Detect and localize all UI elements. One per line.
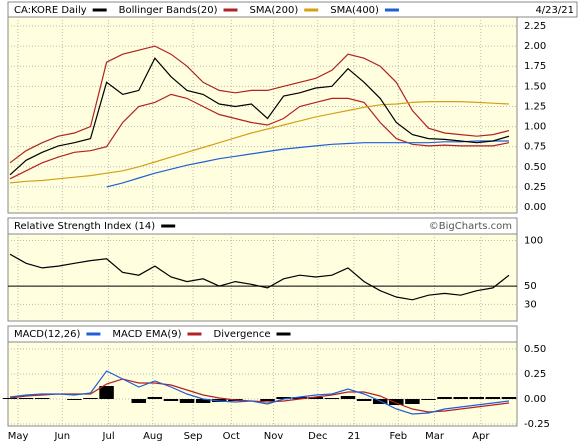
y-tick-label: 0.25 <box>524 369 546 380</box>
divergence-bar <box>453 397 468 399</box>
x-tick-label: May <box>8 431 29 442</box>
divergence-bar <box>485 397 501 399</box>
divergence-bar <box>260 399 275 401</box>
x-tick-label: Sep <box>184 431 203 442</box>
macd-panel <box>7 341 518 427</box>
legend-label: Bollinger Bands(20) <box>119 5 218 16</box>
divergence-bar <box>276 397 291 399</box>
x-tick-label: Jul <box>102 431 115 442</box>
legend-label: CA:KORE Daily <box>14 5 87 16</box>
series-line <box>9 57 510 176</box>
date-label: 4/23/21 <box>535 5 574 16</box>
x-tick-label: Apr <box>472 431 490 442</box>
divergence-bar <box>437 397 452 399</box>
x-tick-label: Nov <box>264 431 284 442</box>
y-tick-label: 30 <box>524 299 537 310</box>
divergence-bar <box>83 398 98 399</box>
series-line <box>106 140 509 188</box>
x-tick-label: Oct <box>223 431 240 442</box>
band-lower <box>9 93 510 180</box>
divergence-bar <box>405 399 420 404</box>
series-line <box>9 101 510 184</box>
legend-label: SMA(400) <box>330 5 379 16</box>
y-tick-label: 0.75 <box>524 142 546 153</box>
divergence-bar <box>308 397 324 399</box>
legend-label: Relative Strength Index (14) <box>14 221 155 232</box>
y-tick-label: 0.00 <box>524 202 546 213</box>
legend-label: Divergence <box>214 329 271 340</box>
y-tick-label: 50 <box>524 281 537 292</box>
divergence-bar <box>421 399 436 400</box>
divergence-bar <box>147 397 163 399</box>
rsi-panel <box>7 233 518 322</box>
x-tick-label: Aug <box>143 431 163 442</box>
y-tick-label: 0.00 <box>524 394 546 405</box>
y-tick-label: 0.25 <box>524 182 546 193</box>
x-tick-label: 21 <box>348 431 361 442</box>
divergence-bar <box>18 398 34 399</box>
y-tick-label: 0.50 <box>524 344 546 355</box>
y-tick-label: 2.00 <box>524 41 546 52</box>
divergence-bar <box>99 386 114 399</box>
legend-label: SMA(200) <box>250 5 299 16</box>
divergence-bar <box>2 398 18 399</box>
y-tick-label: 2.25 <box>524 21 546 32</box>
y-tick-label: 1.00 <box>524 122 546 133</box>
y-tick-label: -0.25 <box>524 419 550 430</box>
x-tick-label: Dec <box>308 431 327 442</box>
divergence-bar <box>163 399 179 401</box>
y-tick-label: 1.25 <box>524 101 546 112</box>
y-tick-label: 1.75 <box>524 61 546 72</box>
watermark: ©BigCharts.com <box>429 221 512 232</box>
divergence-bar <box>501 397 517 399</box>
y-tick-label: 1.50 <box>524 81 546 92</box>
divergence-bar <box>292 397 307 399</box>
divergence-bar <box>340 396 356 399</box>
series-line <box>9 253 510 301</box>
divergence-bar <box>67 399 82 400</box>
divergence-bar <box>179 399 195 403</box>
x-tick-label: Jun <box>53 431 70 442</box>
divergence-bar <box>389 399 404 405</box>
series-line <box>9 378 510 413</box>
x-tick-label: Feb <box>389 431 407 442</box>
divergence-bar <box>324 398 340 399</box>
divergence-bar <box>356 399 372 401</box>
divergence-bar <box>469 397 485 399</box>
y-tick-label: 0.50 <box>524 162 546 173</box>
x-tick-label: Mar <box>425 431 445 442</box>
band-upper <box>9 45 510 164</box>
divergence-bar <box>131 399 147 403</box>
series-line <box>9 370 510 415</box>
divergence-bar <box>34 398 50 399</box>
legend-label: MACD(12,26) <box>14 329 81 340</box>
divergence-bar <box>195 399 211 403</box>
y-tick-label: 100 <box>524 236 543 247</box>
legend-label: MACD EMA(9) <box>112 329 181 340</box>
